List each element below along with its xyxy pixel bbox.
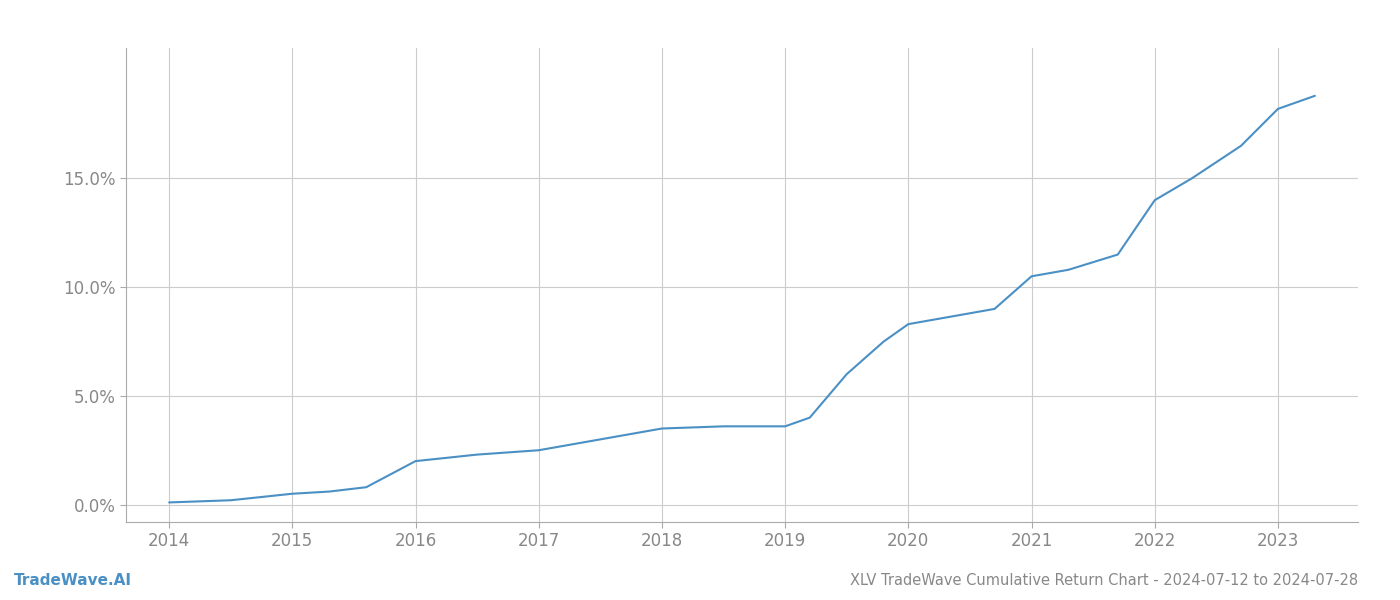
Text: XLV TradeWave Cumulative Return Chart - 2024-07-12 to 2024-07-28: XLV TradeWave Cumulative Return Chart - … xyxy=(850,573,1358,588)
Text: TradeWave.AI: TradeWave.AI xyxy=(14,573,132,588)
